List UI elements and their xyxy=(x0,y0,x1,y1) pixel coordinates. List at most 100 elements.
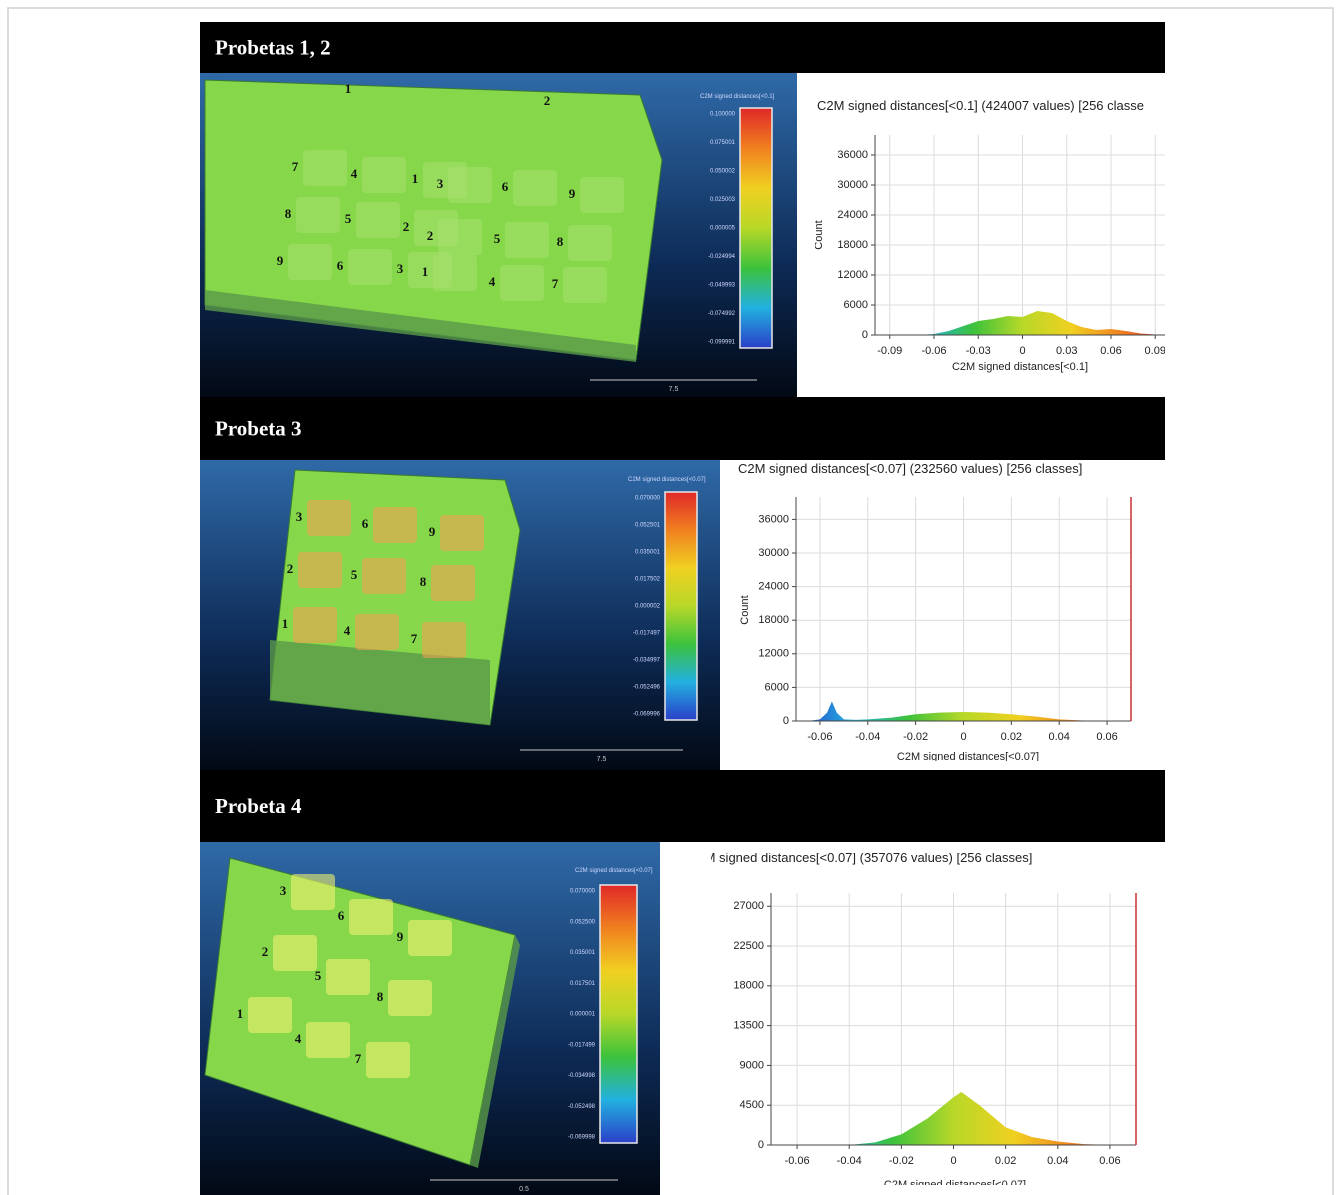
colorbar-tick-label: -0.034997 xyxy=(633,658,661,664)
colorbar-title: C2M signed distances[<0.07] xyxy=(628,477,706,483)
specimen-label: 9 xyxy=(397,929,404,944)
x-tick-label: 0.06 xyxy=(1099,1155,1120,1167)
specimen-label: 3 xyxy=(437,176,444,191)
x-tick-label: -0.04 xyxy=(837,1155,862,1167)
x-tick-label: 0.09 xyxy=(1145,345,1166,357)
test-square xyxy=(348,249,392,285)
specimen-label: 1 xyxy=(282,616,289,631)
x-tick-label: -0.02 xyxy=(903,731,928,743)
specimen-label: 8 xyxy=(377,989,384,1004)
x-tick-label: 0 xyxy=(950,1155,956,1167)
test-square xyxy=(438,219,482,255)
test-square xyxy=(293,607,337,643)
test-square xyxy=(580,177,624,213)
y-tick-label: 6000 xyxy=(844,299,868,311)
test-square xyxy=(366,1042,410,1078)
specimen-label: 4 xyxy=(295,1031,302,1046)
specimen-label: 2 xyxy=(427,228,434,243)
colorbar-tick-label: -0.052498 xyxy=(568,1104,596,1110)
figure: Probetas 1, 212741369852258963147C2M sig… xyxy=(0,0,1341,1195)
y-tick-label: 36000 xyxy=(758,513,789,525)
y-tick-label: 12000 xyxy=(758,648,789,660)
test-square xyxy=(568,225,612,261)
x-tick-label: 0.03 xyxy=(1056,345,1077,357)
test-square xyxy=(356,202,400,238)
y-tick-label: 0 xyxy=(758,1139,764,1151)
colorbar-tick-label: -0.099991 xyxy=(708,340,736,346)
y-tick-label: 9000 xyxy=(740,1059,764,1071)
y-tick-label: 36000 xyxy=(837,149,868,161)
x-tick-label: -0.03 xyxy=(966,345,991,357)
specimen-label: 5 xyxy=(351,567,358,582)
y-tick-label: 18000 xyxy=(758,614,789,626)
y-tick-label: 4500 xyxy=(740,1099,764,1111)
specimen-label: 8 xyxy=(557,234,564,249)
specimen-label: 7 xyxy=(552,276,559,291)
y-tick-label: 12000 xyxy=(837,269,868,281)
specimen-label: 2 xyxy=(287,561,294,576)
header-band xyxy=(200,22,1165,73)
y-tick-label: 30000 xyxy=(758,547,789,559)
colorbar-tick-label: 0.000001 xyxy=(570,1012,596,1018)
panel-title: Probeta 3 xyxy=(215,417,302,441)
x-tick-label: 0.06 xyxy=(1100,345,1121,357)
colorbar-tick-label: -0.069998 xyxy=(568,1135,596,1141)
colorbar-tick-label: -0.052496 xyxy=(633,685,661,691)
test-square xyxy=(440,515,484,551)
y-axis-label: Count xyxy=(739,595,751,624)
y-tick-label: 24000 xyxy=(837,209,868,221)
colorbar-tick-label: 0.000005 xyxy=(710,226,736,232)
specimen-label: 7 xyxy=(355,1051,362,1066)
test-square xyxy=(349,899,393,935)
x-tick-label: -0.06 xyxy=(921,345,946,357)
test-square xyxy=(388,980,432,1016)
colorbar-tick-label: 0.100000 xyxy=(710,112,736,118)
specimen-label: 5 xyxy=(345,211,352,226)
colorbar-tick-label: 0.052501 xyxy=(635,523,661,529)
colorbar-tick-label: 0.035001 xyxy=(570,950,596,956)
colorbar xyxy=(665,492,697,720)
test-square xyxy=(408,920,452,956)
chart-title: C2M signed distances[<0.1] (424007 value… xyxy=(817,98,1144,113)
test-square xyxy=(433,255,477,291)
x-tick-label: -0.09 xyxy=(877,345,902,357)
colorbar-tick-label: 0.075001 xyxy=(710,140,736,146)
panel-title: Probeta 4 xyxy=(215,794,302,818)
test-square xyxy=(448,167,492,203)
test-square xyxy=(373,507,417,543)
colorbar-tick-label: 0.070000 xyxy=(635,496,661,502)
page: { "panels": [ {"title": "Probetas 1, 2",… xyxy=(0,0,1341,1195)
test-square xyxy=(513,170,557,206)
specimen-label: 4 xyxy=(351,166,358,181)
test-square xyxy=(303,150,347,186)
specimen-label: 8 xyxy=(420,574,427,589)
x-tick-label: 0 xyxy=(1019,345,1025,357)
chart-title: C2M signed distances[<0.07] (232560 valu… xyxy=(738,461,1082,476)
colorbar-tick-label: 0.052500 xyxy=(570,919,596,925)
specimen-label: 4 xyxy=(344,623,351,638)
colorbar-tick-label: 0.070000 xyxy=(570,889,596,895)
specimen-label: 6 xyxy=(502,179,509,194)
specimen-label: 3 xyxy=(397,261,404,276)
x-tick-label: -0.02 xyxy=(889,1155,914,1167)
colorbar-tick-label: -0.017499 xyxy=(568,1042,596,1048)
specimen-label: 8 xyxy=(285,206,292,221)
specimen-label: 2 xyxy=(403,219,410,234)
colorbar-tick-label: -0.074992 xyxy=(708,311,736,317)
specimen-label: 9 xyxy=(569,186,576,201)
specimen-label: 6 xyxy=(337,258,344,273)
specimen-label: 1 xyxy=(412,171,419,186)
specimen-label: 1 xyxy=(237,1006,244,1021)
test-square xyxy=(422,622,466,658)
colorbar-tick-label: 0.025003 xyxy=(710,197,736,203)
specimen-label: 4 xyxy=(489,274,496,289)
colorbar-tick-label: 0.000002 xyxy=(635,604,661,610)
y-tick-label: 13500 xyxy=(733,1020,764,1032)
specimen-label: 5 xyxy=(315,968,322,983)
test-square xyxy=(326,959,370,995)
colorbar-tick-label: -0.017497 xyxy=(633,631,661,637)
header-band xyxy=(200,770,1165,842)
x-tick-label: 0.02 xyxy=(1001,731,1022,743)
x-tick-label: 0.04 xyxy=(1049,731,1070,743)
test-square xyxy=(362,157,406,193)
